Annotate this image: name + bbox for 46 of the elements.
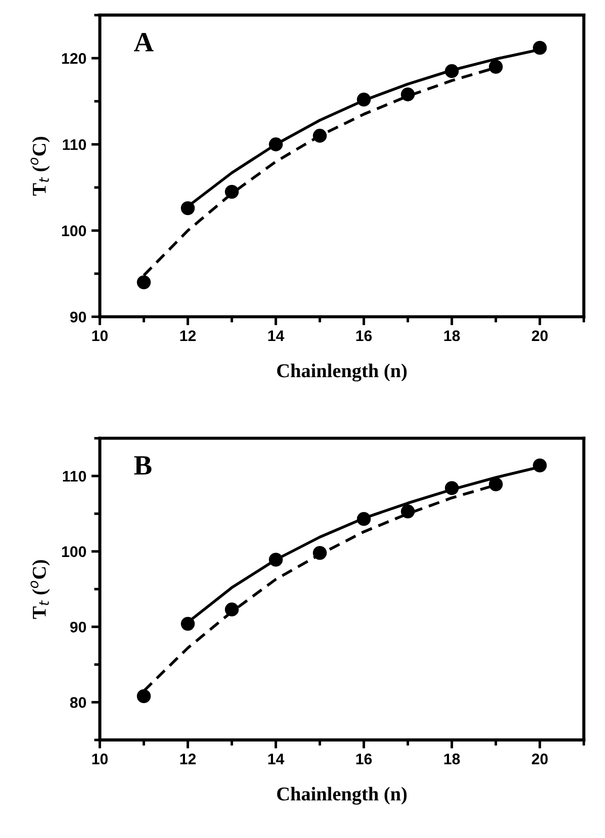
point xyxy=(400,504,415,518)
point xyxy=(224,602,239,616)
y-tick-label: 120 xyxy=(62,53,86,64)
x-tick-label: 12 xyxy=(180,330,196,342)
point xyxy=(312,128,327,143)
point xyxy=(400,87,415,102)
point xyxy=(488,60,503,74)
x-axis-title: Chainlength (n) xyxy=(277,364,407,382)
point xyxy=(180,201,195,216)
x-tick-label: 18 xyxy=(444,754,460,764)
annotation: A xyxy=(134,32,154,52)
point xyxy=(532,458,547,472)
y-tick-label: 80 xyxy=(70,697,86,708)
y-tick-label: 90 xyxy=(70,312,86,322)
x-tick-label: 18 xyxy=(444,330,460,342)
y-tick-label: 110 xyxy=(62,139,86,150)
x-tick-label: 10 xyxy=(92,754,108,764)
point xyxy=(312,546,327,560)
x-tick-label: 14 xyxy=(268,754,284,764)
annotation: B xyxy=(134,456,152,475)
point xyxy=(444,481,459,495)
y-axis-title: T$_{t}$ ($^{o}$C) xyxy=(30,560,50,619)
point xyxy=(444,64,459,78)
point xyxy=(136,275,151,290)
x-tick-label: 14 xyxy=(268,330,284,342)
point xyxy=(268,552,283,567)
x-tick-label: 16 xyxy=(356,754,372,764)
x-tick-label: 16 xyxy=(356,330,372,342)
y-tick-label: 90 xyxy=(70,622,86,633)
y-axis-title: T$_{t}$ ($^{o}$C) xyxy=(30,136,50,196)
point xyxy=(224,184,239,199)
y-tick-label: 110 xyxy=(62,470,86,482)
point xyxy=(268,137,283,152)
x-tick-label: 10 xyxy=(92,330,108,342)
point xyxy=(180,616,195,631)
x-tick-label: 12 xyxy=(180,754,196,764)
point xyxy=(136,689,151,704)
point xyxy=(532,40,547,55)
y-tick-label: 100 xyxy=(62,546,86,558)
x-tick-label: 20 xyxy=(532,754,548,764)
point xyxy=(488,477,503,492)
y-tick-label: 100 xyxy=(62,225,86,236)
point xyxy=(356,92,371,106)
point xyxy=(356,512,371,526)
x-axis-title: Chainlength (n) xyxy=(277,786,407,805)
x-tick-label: 20 xyxy=(532,330,548,342)
